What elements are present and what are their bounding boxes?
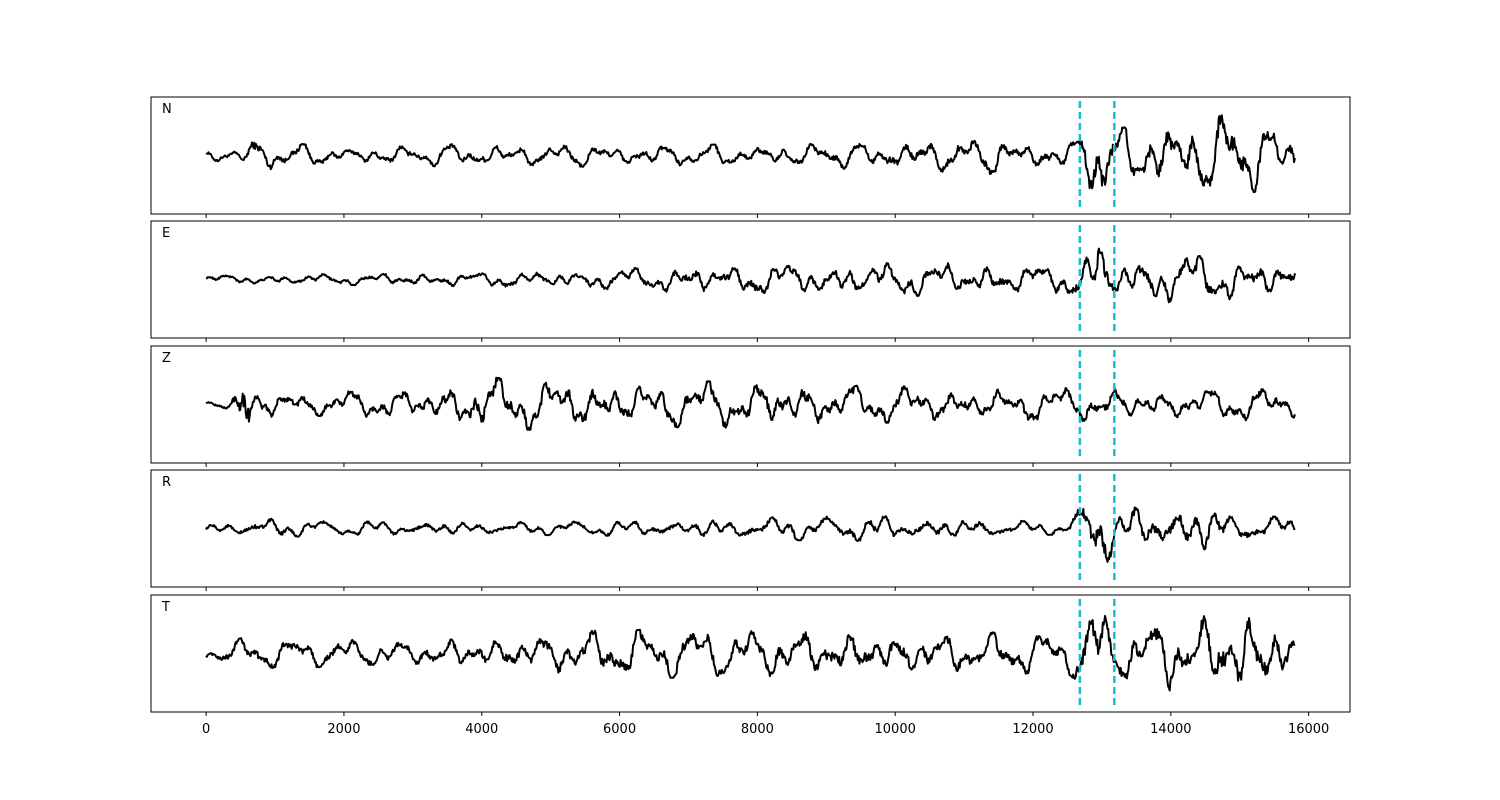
x-tick-label: 2000: [327, 722, 360, 737]
trace-line: [205, 376, 1296, 431]
panel-z-frame: [150, 345, 1351, 464]
panel-t: T: [150, 594, 1351, 713]
traces-layer: [205, 114, 1296, 692]
x-tick-label: 10000: [875, 722, 916, 737]
trace-line: [205, 614, 1296, 692]
trace-line: [205, 506, 1296, 563]
trace-line: [205, 114, 1296, 194]
x-tick-label: 12000: [1012, 722, 1053, 737]
panel-n-frame: [150, 96, 1351, 215]
panel-e-label: E: [162, 226, 170, 241]
panel-r-label: R: [162, 475, 171, 490]
x-tick-label: 14000: [1150, 722, 1191, 737]
x-tick-label: 8000: [741, 722, 774, 737]
panel-r: R: [150, 469, 1351, 588]
panel-e-frame: [150, 220, 1351, 339]
x-tick-label: 6000: [603, 722, 636, 737]
panel-n: N: [150, 96, 1351, 215]
markers-layer: [1078, 101, 1116, 708]
trace-line: [205, 247, 1296, 304]
panel-r-frame: [150, 469, 1351, 588]
x-tick-label: 0: [202, 722, 210, 737]
panel-t-label: T: [161, 600, 170, 615]
panel-n-label: N: [162, 102, 172, 117]
panel-z: Z: [150, 345, 1351, 464]
panel-t-frame: [150, 594, 1351, 713]
x-tick-label: 16000: [1288, 722, 1329, 737]
x-tick-label: 4000: [465, 722, 498, 737]
x-axis: 0 2000 4000 6000 8000 10000 12000 14000 16000: [202, 214, 1329, 737]
panel-e: E: [150, 220, 1351, 339]
panel-z-label: Z: [162, 351, 171, 366]
